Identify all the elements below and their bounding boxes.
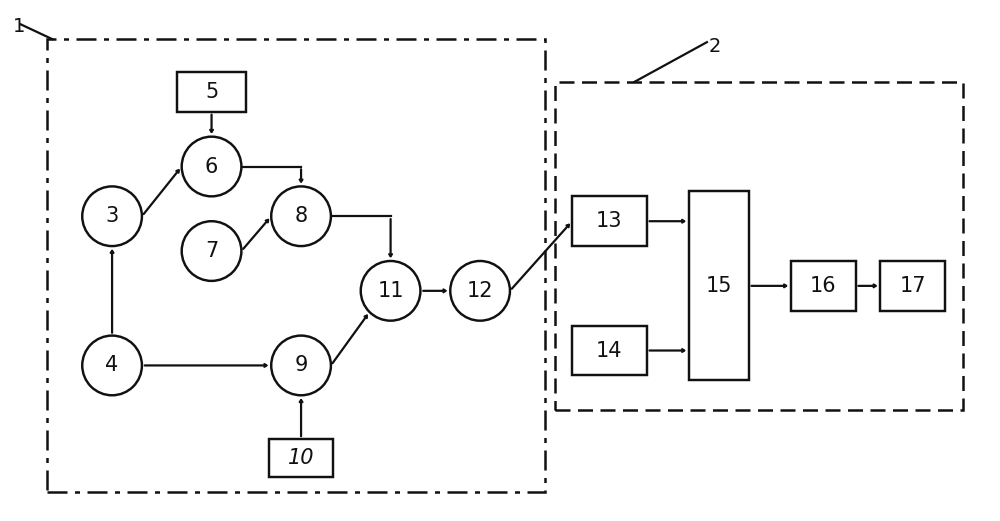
- Circle shape: [182, 137, 241, 196]
- Text: 7: 7: [205, 241, 218, 261]
- Circle shape: [82, 187, 142, 246]
- Text: 6: 6: [205, 156, 218, 177]
- Text: 14: 14: [596, 341, 623, 361]
- Bar: [572, 196, 647, 246]
- Circle shape: [361, 261, 420, 321]
- Circle shape: [450, 261, 510, 321]
- Circle shape: [182, 221, 241, 281]
- Bar: [177, 72, 246, 112]
- Bar: [572, 326, 647, 376]
- Bar: [555, 82, 963, 410]
- Text: 5: 5: [205, 82, 218, 102]
- Bar: [880, 261, 945, 311]
- Text: 2: 2: [709, 37, 721, 56]
- Text: 12: 12: [467, 281, 493, 301]
- Bar: [47, 39, 545, 492]
- Circle shape: [82, 336, 142, 395]
- Text: 10: 10: [288, 448, 314, 468]
- Text: 16: 16: [810, 276, 837, 296]
- Circle shape: [271, 336, 331, 395]
- Text: 15: 15: [706, 276, 732, 296]
- Text: 1: 1: [13, 17, 25, 36]
- Bar: [689, 191, 749, 380]
- Text: 8: 8: [295, 206, 308, 226]
- Circle shape: [271, 187, 331, 246]
- Bar: [269, 439, 333, 477]
- Text: 13: 13: [596, 211, 623, 231]
- Text: 9: 9: [294, 355, 308, 376]
- Text: 3: 3: [105, 206, 119, 226]
- Text: 4: 4: [105, 355, 119, 376]
- Text: 17: 17: [900, 276, 926, 296]
- Text: 11: 11: [377, 281, 404, 301]
- Bar: [791, 261, 856, 311]
